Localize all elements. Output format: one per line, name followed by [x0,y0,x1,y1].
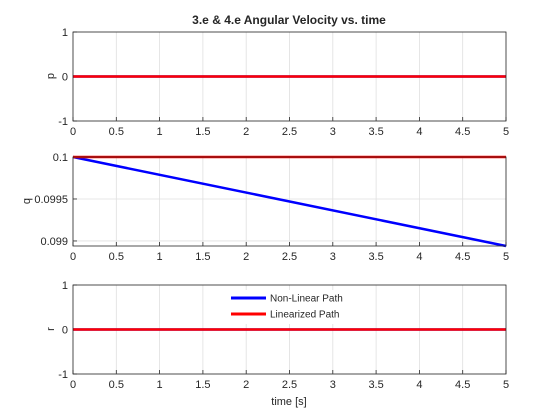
x-tick-label: 1 [157,379,163,391]
x-tick-label: 1.5 [195,251,210,263]
y-tick-label: 1 [62,280,68,292]
x-tick-label: 2.5 [282,251,297,263]
x-tick-label: 3.5 [368,379,383,391]
y-tick-label: 0.0995 [34,194,68,206]
x-tick-label: 4.5 [455,379,470,391]
x-tick-label: 5 [503,379,509,391]
subplot-r: 0 0.5 1 1.5 2 2.5 3 3.5 4 4.5 5-101 r time [s] Non… [45,280,509,408]
x-tick-label: 2.5 [282,126,297,138]
x-tick-label: 5 [503,251,509,263]
x-tick-label: 0.5 [109,126,124,138]
x-tick-label: 5 [503,126,509,138]
x-tick-label: 4.5 [455,126,470,138]
x-tick-label: 3 [330,251,336,263]
x-tick-label: 2 [243,251,249,263]
y-axis-label-r: r [45,327,57,331]
chart-title: 3.e & 4.e Angular Velocity vs. time [192,13,386,27]
legend-label-nonlinear: Non-Linear Path [270,294,343,305]
y-tick-label: 0 [62,72,68,84]
x-tick-label: 3 [330,379,336,391]
x-tick-label: 4 [416,126,422,138]
legend-label-linearized: Linearized Path [270,310,340,321]
x-tick-label: 0 [70,251,76,263]
axes-p: 0 0.5 1 1.5 2 2.5 3 3.5 4 4.5 5-101 [58,27,509,138]
y-tick-label: -1 [58,369,68,381]
y-axis-label-p: p [45,73,57,79]
x-axis-label: time [s] [271,396,306,408]
y-tick-label: 1 [62,27,68,39]
legend: Non-Linear Path Linearized Path [228,290,363,324]
subplot-q: 0 0.5 1 1.5 2 2.5 3 3.5 4 4.5 5 0.099 0.0995 0.1 q [21,152,509,263]
x-tick-label: 0.5 [109,379,124,391]
x-tick-label: 1.5 [195,126,210,138]
x-tick-label: 2 [243,126,249,138]
x-tick-label: 0 [70,126,76,138]
series-nonlinear-line [72,155,507,248]
x-tick-label: 0 [70,379,76,391]
x-tick-label: 1 [157,126,163,138]
y-tick-label: 0.099 [40,236,68,248]
axes-q: 0 0.5 1 1.5 2 2.5 3 3.5 4 4.5 5 0.099 0.0995 0.1 [34,152,509,263]
y-tick-label: 0 [62,325,68,337]
x-tick-label: 3 [330,126,336,138]
x-tick-label: 3.5 [368,126,383,138]
axes-frame [72,31,507,122]
x-tick-label: 2.5 [282,379,297,391]
x-tick-label: 4 [416,251,422,263]
x-tick-label: 1.5 [195,379,210,391]
y-tick-label: 0.1 [53,152,68,164]
y-tick-label: -1 [58,116,68,128]
x-tick-label: 3.5 [368,251,383,263]
x-tick-label: 4.5 [455,251,470,263]
x-tick-label: 4 [416,379,422,391]
axes-frame [72,156,507,247]
x-tick-label: 1 [157,251,163,263]
y-axis-label-q: q [21,198,33,204]
legend-box [228,290,363,324]
x-tick-label: 2 [243,379,249,391]
subplot-p: 0 0.5 1 1.5 2 2.5 3 3.5 4 4.5 5-101 3.e & 4.e Angu… [45,13,509,138]
x-tick-label: 0.5 [109,251,124,263]
axes-frame [72,284,507,375]
